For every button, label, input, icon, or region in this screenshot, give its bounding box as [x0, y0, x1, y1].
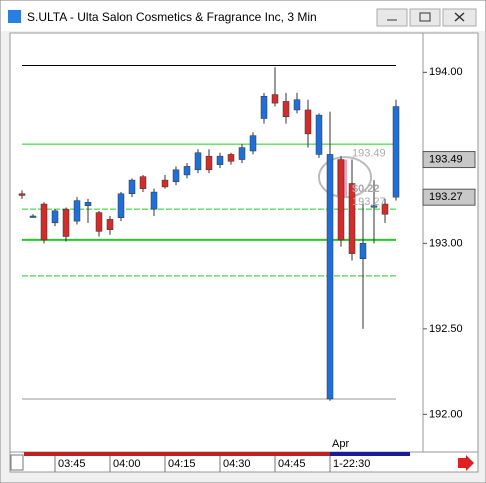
maximize-icon: [419, 12, 431, 22]
candle-body: [392, 106, 400, 198]
candle-body: [238, 147, 246, 160]
candle-body: [40, 203, 48, 241]
candle-body: [337, 159, 345, 241]
selection-circle: [318, 156, 372, 199]
candle-body: [205, 155, 213, 171]
price-label: 193.27: [429, 191, 463, 203]
annotation: 193.27: [352, 196, 386, 208]
y-tick-label: 192.50: [429, 323, 463, 335]
candle-body: [348, 183, 356, 254]
candle-body: [249, 135, 257, 152]
candle-body: [194, 152, 202, 171]
candle-body: [139, 176, 147, 189]
annotation: $0.22: [352, 183, 380, 195]
x-tick-label: 04:00: [113, 458, 141, 470]
candle-body: [183, 166, 191, 176]
candle-body: [161, 179, 169, 188]
scroll-box[interactable]: [10, 454, 24, 471]
candle-body: [106, 219, 114, 230]
y-tick-label: 194.00: [429, 66, 463, 78]
x-tick-label: 03:45: [58, 458, 86, 470]
maximize-button[interactable]: [409, 8, 441, 27]
price-label-box: [422, 151, 476, 169]
candle-body: [227, 154, 235, 162]
candle-body: [260, 96, 268, 119]
candle-body: [172, 169, 180, 183]
price-label-box: [422, 188, 476, 206]
x-tick-label: 04:45: [278, 458, 306, 470]
plot-area: [9, 32, 424, 453]
candle-body: [304, 109, 312, 135]
annotation: 193.49: [352, 147, 386, 159]
candle-body: [73, 200, 81, 222]
month-label: Apr: [332, 438, 349, 450]
x-tick-label: 04:30: [223, 458, 251, 470]
candle-body: [370, 205, 378, 208]
minimize-button[interactable]: [376, 8, 408, 27]
candle-body: [117, 193, 125, 218]
session-bar: [24, 452, 330, 456]
x-tick-label: 1-22:30: [333, 458, 370, 470]
candle-body: [62, 208, 70, 237]
candle-body: [84, 202, 92, 206]
candle-body: [315, 114, 323, 155]
candle-body: [326, 154, 334, 400]
session-bar: [330, 452, 410, 456]
price-label: 193.49: [429, 153, 463, 165]
scroll-arrow[interactable]: [458, 455, 474, 471]
candle-body: [271, 94, 279, 104]
window-title: S.ULTA - Ulta Salon Cosmetics & Fragranc…: [27, 10, 317, 24]
candle-body: [282, 101, 290, 118]
candle-body: [18, 193, 26, 196]
candle-body: [95, 212, 103, 232]
candle-body: [29, 215, 37, 218]
candle-body: [150, 191, 158, 210]
candle-body: [128, 179, 136, 195]
candle-body: [381, 203, 389, 215]
x-tick-label: 04:15: [168, 458, 196, 470]
close-icon: [454, 12, 465, 22]
candle-body: [359, 243, 367, 259]
y-tick-label: 192.00: [429, 408, 463, 420]
candle-body: [51, 210, 59, 224]
candle-body: [293, 99, 301, 111]
candle-body: [216, 155, 224, 165]
y-tick-label: 193.00: [429, 237, 463, 249]
app-icon: [8, 10, 21, 23]
